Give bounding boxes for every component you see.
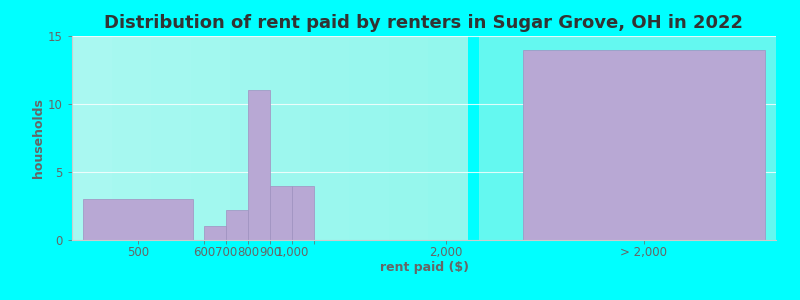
Bar bbox=[270, 186, 292, 240]
Bar bbox=[226, 210, 248, 240]
Bar bbox=[83, 199, 193, 240]
Bar bbox=[190, 36, 230, 240]
Bar bbox=[248, 90, 270, 240]
Bar bbox=[204, 226, 226, 240]
Y-axis label: households: households bbox=[32, 98, 46, 178]
Bar bbox=[151, 36, 191, 240]
Title: Distribution of rent paid by renters in Sugar Grove, OH in 2022: Distribution of rent paid by renters in … bbox=[105, 14, 743, 32]
Bar bbox=[479, 36, 776, 240]
Bar bbox=[72, 36, 468, 240]
Bar bbox=[72, 36, 111, 240]
Bar bbox=[310, 36, 349, 240]
Bar bbox=[270, 36, 310, 240]
Bar bbox=[389, 36, 429, 240]
X-axis label: rent paid ($): rent paid ($) bbox=[379, 261, 469, 274]
Bar bbox=[429, 36, 468, 240]
Bar bbox=[111, 36, 151, 240]
Bar bbox=[523, 50, 765, 240]
Bar bbox=[230, 36, 270, 240]
Bar bbox=[349, 36, 389, 240]
Bar bbox=[292, 186, 314, 240]
